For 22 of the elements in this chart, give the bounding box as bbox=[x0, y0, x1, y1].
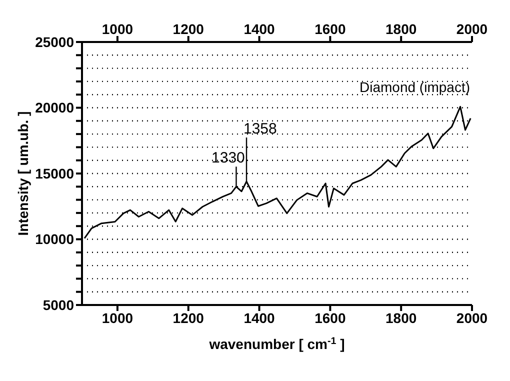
y-tick-label: 25000 bbox=[35, 34, 74, 50]
x-axis-title: wavenumber [ cm$^{-1}$ ] bbox=[208, 336, 345, 352]
y-axis-title: Intensity [ um.ub. ] bbox=[15, 111, 31, 236]
x2-tick-label: 1200 bbox=[172, 21, 204, 37]
x-tick-label: 1200 bbox=[172, 310, 204, 326]
x2-tick-label: 1400 bbox=[244, 21, 276, 37]
y-tick-label: 10000 bbox=[35, 231, 74, 248]
y-tick-label: 20000 bbox=[35, 100, 74, 116]
x-tick-label: 1000 bbox=[102, 310, 134, 326]
x-tick-label: 1600 bbox=[314, 310, 346, 326]
annotation: Diamond (impact) bbox=[360, 79, 470, 95]
x2-tick-label: 1600 bbox=[314, 21, 346, 37]
annotation: 1330 bbox=[212, 150, 245, 167]
annotation: 1358 bbox=[244, 120, 277, 138]
x-tick-label: 1800 bbox=[386, 310, 417, 326]
x2-tick-label: 1800 bbox=[386, 21, 417, 37]
y-tick-label: 5000 bbox=[42, 296, 74, 313]
x-tick-label: 1400 bbox=[244, 310, 276, 326]
x2-tick-label: 2000 bbox=[456, 21, 488, 37]
x2-tick-label: 1000 bbox=[102, 21, 134, 37]
x-tick-label: 2000 bbox=[456, 310, 488, 326]
y-tick-label: 15000 bbox=[35, 165, 74, 182]
